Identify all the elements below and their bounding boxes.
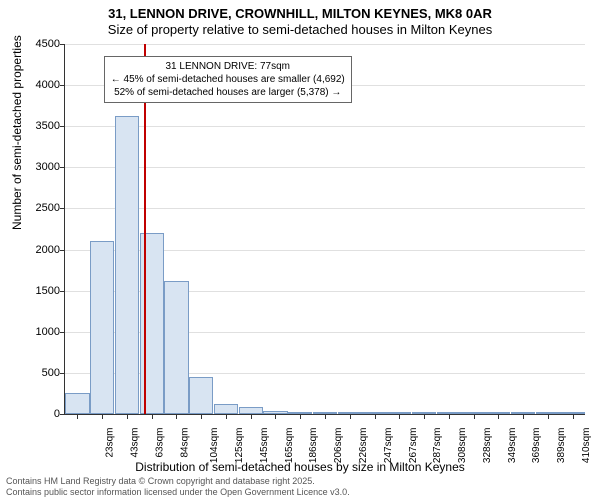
ytick-label: 1500 <box>10 285 60 297</box>
chart-title-line2: Size of property relative to semi-detach… <box>0 22 600 37</box>
annotation-line1: 31 LENNON DRIVE: 77sqm <box>111 60 345 73</box>
bar <box>65 393 89 414</box>
xtick-label: 349sqm <box>507 428 518 464</box>
ytick-mark <box>60 414 65 415</box>
annotation-line3: 52% of semi-detached houses are larger (… <box>111 86 345 99</box>
chart-container: 31, LENNON DRIVE, CROWNHILL, MILTON KEYN… <box>0 0 600 500</box>
xtick-mark <box>449 414 450 419</box>
xtick-mark <box>127 414 128 419</box>
xtick-mark <box>498 414 499 419</box>
xtick-label: 226sqm <box>358 428 369 464</box>
xtick-label: 104sqm <box>210 428 221 464</box>
footer-line2: Contains public sector information licen… <box>6 487 350 498</box>
bar <box>164 281 188 414</box>
xtick-mark <box>399 414 400 419</box>
xtick-mark <box>275 414 276 419</box>
xtick-label: 389sqm <box>556 428 567 464</box>
xtick-label: 63sqm <box>154 428 165 458</box>
y-axis-label: Number of semi-detached properties <box>10 35 24 230</box>
xtick-mark <box>77 414 78 419</box>
xtick-label: 247sqm <box>383 428 394 464</box>
xtick-mark <box>573 414 574 419</box>
ytick-label: 2000 <box>10 244 60 256</box>
ytick-mark <box>60 250 65 251</box>
xtick-mark <box>350 414 351 419</box>
xtick-label: 84sqm <box>179 428 190 458</box>
xtick-label: 267sqm <box>408 428 419 464</box>
xtick-mark <box>226 414 227 419</box>
ytick-label: 4000 <box>10 79 60 91</box>
ytick-mark <box>60 291 65 292</box>
xtick-label: 206sqm <box>333 428 344 464</box>
xtick-label: 23sqm <box>105 428 116 458</box>
plot-area: 31 LENNON DRIVE: 77sqm ← 45% of semi-det… <box>64 44 585 415</box>
annotation-box: 31 LENNON DRIVE: 77sqm ← 45% of semi-det… <box>104 56 352 103</box>
ytick-label: 3000 <box>10 161 60 173</box>
ytick-label: 2500 <box>10 202 60 214</box>
xtick-label: 165sqm <box>284 428 295 464</box>
ytick-label: 500 <box>10 367 60 379</box>
xtick-mark <box>102 414 103 419</box>
xtick-label: 308sqm <box>457 428 468 464</box>
footer-line1: Contains HM Land Registry data © Crown c… <box>6 476 350 487</box>
xtick-mark <box>523 414 524 419</box>
ytick-mark <box>60 208 65 209</box>
xtick-mark <box>548 414 549 419</box>
xtick-mark <box>201 414 202 419</box>
bar <box>90 241 114 414</box>
ytick-mark <box>60 373 65 374</box>
bar <box>214 404 238 414</box>
ytick-mark <box>60 126 65 127</box>
xtick-label: 410sqm <box>581 428 592 464</box>
ytick-label: 1000 <box>10 326 60 338</box>
xtick-label: 328sqm <box>482 428 493 464</box>
xtick-label: 186sqm <box>309 428 320 464</box>
xtick-label: 369sqm <box>531 428 542 464</box>
annotation-line2: ← 45% of semi-detached houses are smalle… <box>111 73 345 86</box>
xtick-mark <box>176 414 177 419</box>
xtick-mark <box>325 414 326 419</box>
ytick-mark <box>60 332 65 333</box>
footer-attribution: Contains HM Land Registry data © Crown c… <box>6 476 350 498</box>
ytick-label: 0 <box>10 408 60 420</box>
xtick-mark <box>251 414 252 419</box>
xtick-label: 145sqm <box>259 428 270 464</box>
ytick-label: 3500 <box>10 120 60 132</box>
xtick-mark <box>152 414 153 419</box>
bar <box>115 116 139 414</box>
xtick-mark <box>424 414 425 419</box>
bar <box>189 377 213 414</box>
xtick-mark <box>300 414 301 419</box>
ytick-label: 4500 <box>10 38 60 50</box>
ytick-mark <box>60 85 65 86</box>
xtick-mark <box>474 414 475 419</box>
xtick-mark <box>375 414 376 419</box>
ytick-mark <box>60 44 65 45</box>
chart-title-line1: 31, LENNON DRIVE, CROWNHILL, MILTON KEYN… <box>0 6 600 21</box>
ytick-mark <box>60 167 65 168</box>
xtick-label: 287sqm <box>432 428 443 464</box>
xtick-label: 125sqm <box>234 428 245 464</box>
xtick-label: 43sqm <box>130 428 141 458</box>
